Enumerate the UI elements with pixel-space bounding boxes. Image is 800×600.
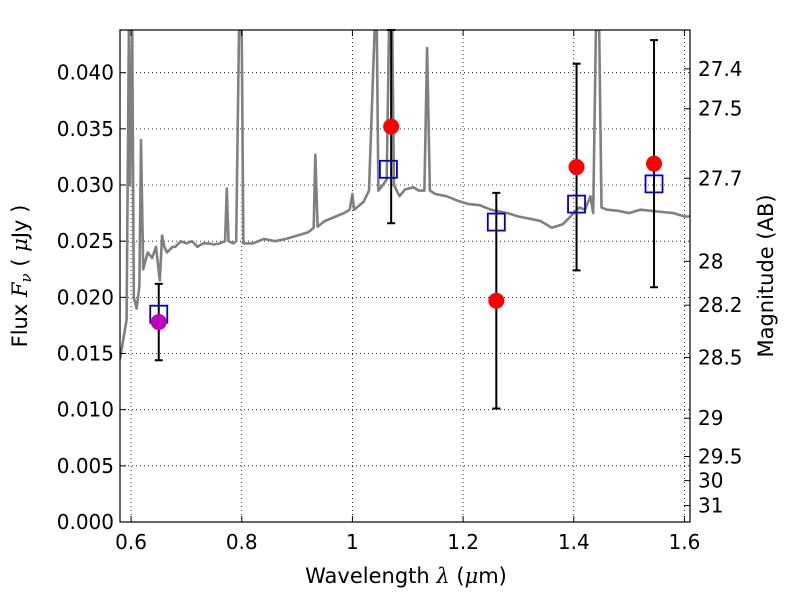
y2-tick-label: 29 — [698, 406, 723, 430]
observed-point-marker — [383, 118, 400, 135]
model-square-marker — [486, 212, 506, 232]
plot-frame — [119, 29, 691, 523]
y2-tick-label: 27.5 — [698, 97, 743, 121]
x-tick-label: 1.6 — [669, 530, 701, 554]
y2-tick-label: 29.5 — [698, 445, 743, 469]
y2-tick-label: 28 — [698, 249, 723, 273]
model-square-marker — [378, 159, 398, 179]
axis-ticks — [120, 30, 690, 523]
observed-point-marker — [150, 314, 167, 331]
y2-tick-label: 30 — [698, 469, 723, 493]
spectrum-layer — [120, 30, 690, 360]
y2-axis-label: Magnitude (AB) — [754, 194, 778, 357]
model-square-marker — [644, 174, 664, 194]
observed-point-marker — [568, 159, 585, 176]
x-tick-label: 1.4 — [558, 530, 590, 554]
y-tick-label: 0.000 — [57, 510, 114, 534]
y-axis-label: Flux Fν ( μJy ) — [8, 205, 35, 348]
observed-point-marker — [646, 155, 663, 172]
y2-tick-label: 28.2 — [698, 293, 743, 317]
y-tick-label: 0.040 — [57, 61, 114, 85]
y-tick-label: 0.020 — [57, 285, 114, 309]
y2-tick-label: 27.7 — [698, 166, 743, 190]
x-axis-label: Wavelength λ (μm) — [305, 564, 507, 588]
y-tick-label: 0.030 — [57, 173, 114, 197]
observed-point-marker — [488, 292, 505, 309]
y-tick-label: 0.015 — [57, 342, 114, 366]
y-tick-label: 0.025 — [57, 229, 114, 253]
data-points-layer — [149, 118, 664, 331]
y-tick-label: 0.005 — [57, 454, 114, 478]
tick-labels: 0.6 0.8 1 1.2 1.4 1.6 0.000 0.005 0.010 0.015 0.02… — [57, 57, 743, 554]
y-tick-label: 0.035 — [57, 117, 114, 141]
spectrum-line — [120, 30, 690, 360]
model-square-marker — [567, 194, 586, 214]
y-tick-label: 0.010 — [57, 398, 114, 422]
x-tick-label: 1.2 — [447, 530, 479, 554]
x-tick-label: 1 — [346, 530, 359, 554]
x-tick-label: 0.8 — [226, 530, 258, 554]
y2-tick-label: 31 — [698, 494, 723, 518]
errorbar-layer — [154, 29, 659, 410]
y2-tick-label: 28.5 — [698, 346, 743, 370]
y2-tick-label: 27.4 — [698, 57, 743, 81]
grid-lines — [120, 30, 690, 523]
x-tick-label: 0.6 — [115, 530, 147, 554]
